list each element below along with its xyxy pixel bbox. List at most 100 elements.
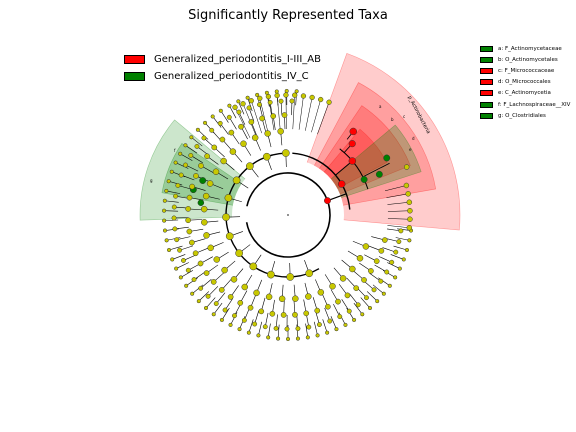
tree-node (249, 262, 258, 271)
tree-node (184, 283, 189, 288)
taxa-key-swatch (480, 45, 493, 52)
tree-node (406, 225, 413, 231)
tree-node (225, 232, 234, 241)
tree-node (292, 311, 298, 318)
branch-line (362, 162, 390, 178)
branch-line (267, 323, 271, 338)
figure-title: Significantly Represented Taxa (188, 8, 388, 23)
branch-line (242, 103, 257, 136)
tree-node (344, 292, 351, 299)
tree-node (300, 93, 307, 99)
branch-line (176, 262, 189, 269)
tree-node (232, 176, 241, 185)
tree-node (229, 148, 237, 155)
tree-node (185, 206, 192, 212)
tree-node (407, 216, 413, 223)
tree-node (205, 293, 211, 299)
tree-node (230, 276, 238, 283)
tree-node (329, 282, 336, 290)
branch-line (387, 210, 410, 212)
tree-node (269, 310, 276, 317)
tree-node (198, 285, 204, 291)
tree-node (186, 194, 193, 201)
tree-node (373, 258, 380, 265)
tree-node (349, 265, 356, 273)
branch-line (180, 270, 194, 278)
tree-node (378, 247, 385, 254)
tree-node (203, 270, 210, 276)
tree-node (189, 135, 194, 140)
tree-node (343, 322, 348, 327)
branch-line (372, 284, 385, 294)
clade-label-f: f (174, 148, 176, 153)
tree-node (387, 283, 392, 288)
tree-node (255, 92, 260, 97)
taxa-key-swatch (480, 90, 493, 97)
branch-line (221, 307, 230, 321)
taxa-key-swatch (480, 112, 493, 119)
tree-node (210, 114, 215, 119)
node-genus-f (197, 199, 205, 207)
tree-node (248, 119, 255, 125)
tree-node (303, 310, 310, 317)
tree-node (183, 162, 188, 168)
taxa-key-swatch (480, 79, 493, 86)
tree-node (339, 275, 347, 282)
legend-swatch-green (124, 72, 145, 81)
tree-node (404, 247, 410, 253)
tree-node (189, 239, 195, 246)
branch-line (277, 324, 280, 339)
tree-node (236, 99, 241, 104)
tree-node (193, 173, 199, 179)
tree-node (201, 219, 208, 226)
tree-node (213, 256, 221, 263)
tree-node (162, 198, 167, 203)
taxa-key-swatch (480, 56, 493, 63)
tree-node (172, 226, 178, 232)
tree-node (309, 94, 315, 101)
tree-node (335, 298, 341, 305)
taxa-key-b: b: O_Actinomycetales (480, 54, 570, 65)
tree-node (252, 321, 258, 327)
tree-node (189, 183, 195, 190)
tree-node (206, 180, 214, 187)
tree-node (191, 277, 197, 283)
tree-node (173, 193, 179, 199)
taxa-key-label: e: C_Actinomycetia (498, 90, 551, 97)
clade-label-b: b (391, 117, 394, 122)
tree-node (227, 294, 234, 300)
tree-node (265, 93, 272, 100)
node-class-e (337, 180, 346, 188)
clade-label-c: c (403, 114, 405, 119)
tree-node (368, 268, 374, 274)
tree-node (171, 215, 177, 221)
tree-node (204, 153, 210, 160)
tree-node (173, 160, 178, 165)
tree-node (294, 89, 299, 94)
tree-node (237, 300, 244, 306)
tree-node (162, 218, 167, 223)
tree-node (274, 92, 280, 99)
tree-node (407, 207, 413, 214)
tree-node (257, 95, 263, 102)
branch-line (366, 291, 378, 302)
group-legend: Generalized_periodontitis_I-III_AB Gener… (124, 51, 321, 85)
tree-node (334, 327, 339, 332)
tree-node (232, 313, 237, 319)
taxa-key-label: a: F_Actinomycetaceae (498, 45, 562, 52)
tree-node (406, 199, 413, 205)
tree-node (236, 109, 242, 115)
branch-line (276, 95, 281, 130)
tree-node (245, 95, 250, 100)
tree-node (200, 205, 208, 213)
tree-node (247, 304, 254, 311)
tree-node (219, 317, 224, 322)
tree-node (277, 128, 284, 135)
branch-line (317, 102, 330, 135)
tree-node (389, 259, 395, 265)
node-order-d (348, 157, 357, 165)
tree-node (355, 302, 361, 308)
tree-node (262, 152, 271, 161)
branch-line (393, 245, 408, 251)
